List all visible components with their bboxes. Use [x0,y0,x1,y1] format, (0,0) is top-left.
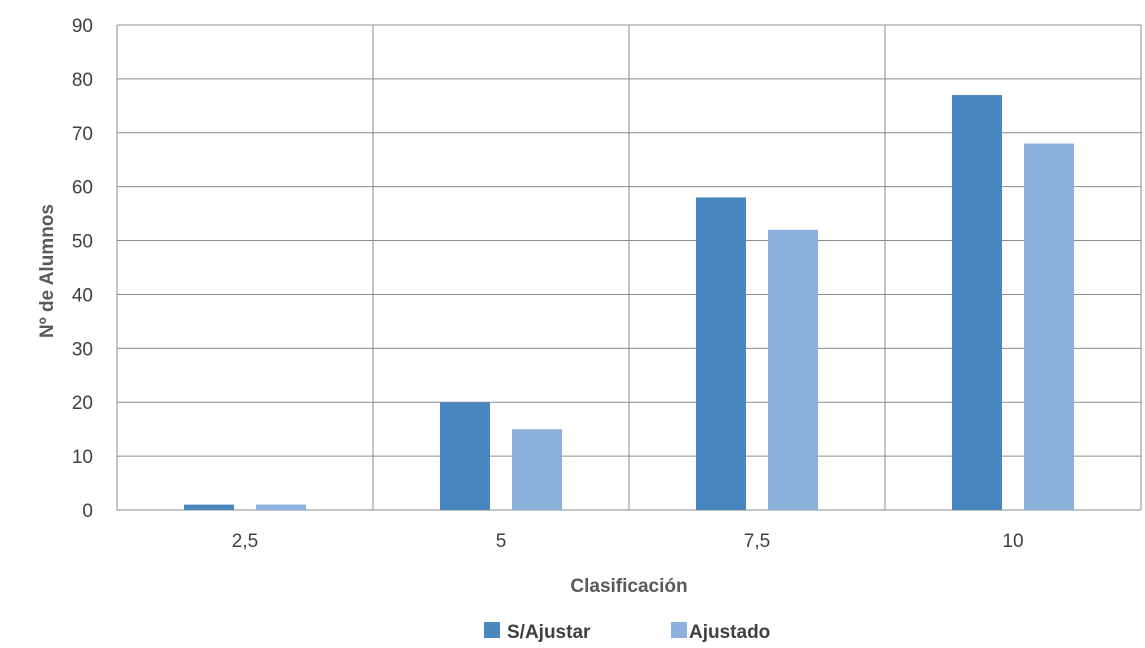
bar-s-ajustar [184,504,234,510]
y-tick-label: 50 [72,232,93,253]
x-axis-title: Clasificación [570,576,687,597]
y-tick-label: 70 [72,124,93,145]
y-tick-label: 20 [72,393,93,414]
x-tick-label: 10 [1002,531,1023,552]
legend: S/Ajustar Ajustado [484,622,770,643]
gridlines [116,24,1142,511]
bar-ajustado [768,229,818,510]
x-tick-label: 2,5 [232,531,258,552]
y-tick-label: 90 [72,16,93,37]
x-tick-label: 7,5 [744,531,770,552]
bar-ajustado [512,429,562,510]
x-tick-labels: 2,5 5 7,5 10 [232,531,1024,552]
legend-label-ajustado: Ajustado [689,622,770,643]
y-tick-label: 60 [72,178,93,199]
legend-swatch-ajustado [671,622,687,638]
bar-ajustado [256,504,306,510]
y-tick-label: 30 [72,339,93,360]
x-tick-label: 5 [496,531,507,552]
y-tick-labels: 0 10 20 30 40 50 60 70 80 90 [72,16,93,522]
y-tick-label: 80 [72,70,93,91]
bars [184,95,1074,511]
y-tick-label: 10 [72,447,93,468]
bar-s-ajustar [952,95,1002,511]
y-tick-label: 0 [82,501,93,522]
bar-ajustado [1024,143,1074,511]
bar-s-ajustar [696,197,746,510]
y-axis-title: Nº de Alumnos [37,204,58,338]
y-tick-label: 40 [72,285,93,306]
legend-swatch-s-ajustar [484,622,500,638]
legend-label-s-ajustar: S/Ajustar [507,622,591,643]
bar-s-ajustar [440,402,490,510]
